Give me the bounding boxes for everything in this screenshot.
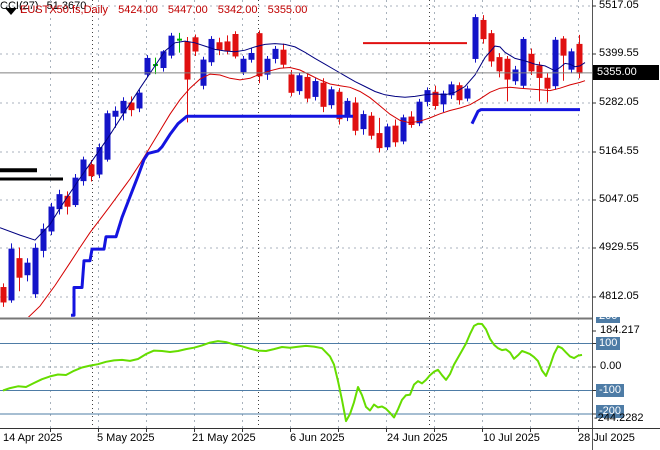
cci-level-badge-200: 200 (596, 317, 621, 323)
cci-zero-label: 0.00 (600, 360, 622, 372)
collapse-triangle-icon[interactable] (5, 8, 17, 15)
ohlc-low: 5342.00 (217, 4, 258, 16)
symbol-period-label: EUSTX50.fs,Daily (20, 4, 109, 16)
cci-level-badge-100: 100 (596, 337, 621, 350)
gridlines (0, 0, 592, 428)
cci-max-label: 184.217 (600, 324, 640, 336)
cci-level-badge-neg100: -100 (596, 384, 625, 397)
chart-title: EUSTX50.fs,Daily 5424.00 5447.00 5342.00… (20, 4, 314, 16)
price-tick-label: 4812.05 (599, 290, 639, 302)
date-tick-label: 24 Jun 2025 (387, 432, 448, 444)
price-tick-label: 5517.05 (599, 0, 639, 11)
trailing-stop-line (470, 108, 580, 125)
ma-slow-line (27, 66, 586, 317)
date-tick-label: 10 Jul 2025 (483, 432, 540, 444)
price-tick-label: 5164.55 (599, 145, 639, 157)
cci-min-label: -244.2282 (594, 412, 644, 424)
ohlc-high: 5447.00 (167, 4, 208, 16)
price-tick-label: 5282.05 (599, 96, 639, 108)
date-tick-label: 6 Jun 2025 (290, 432, 345, 444)
date-tick-label: 5 May 2025 (97, 432, 155, 444)
trailing-stop-line (71, 114, 353, 317)
date-tick-label: 21 May 2025 (192, 432, 256, 444)
date-tick-label: 14 Apr 2025 (3, 432, 63, 444)
price-tick-label: 5047.05 (599, 193, 639, 205)
ohlc-close: 5355.00 (267, 4, 308, 16)
cci-level-badge-neg200: -200 (596, 405, 625, 418)
price-tick-label: 4929.55 (599, 241, 639, 253)
cci-level-lines (0, 343, 592, 415)
pane-resize-handle[interactable] (0, 316, 592, 321)
cci-line (2, 322, 583, 423)
candles (0, 14, 583, 307)
current-price-badge: 5355.00 (593, 65, 659, 80)
date-tick-label: 28 Jul 2025 (578, 432, 635, 444)
price-tick-label: 5399.55 (599, 47, 639, 59)
ohlc-open: 5424.00 (118, 4, 158, 16)
